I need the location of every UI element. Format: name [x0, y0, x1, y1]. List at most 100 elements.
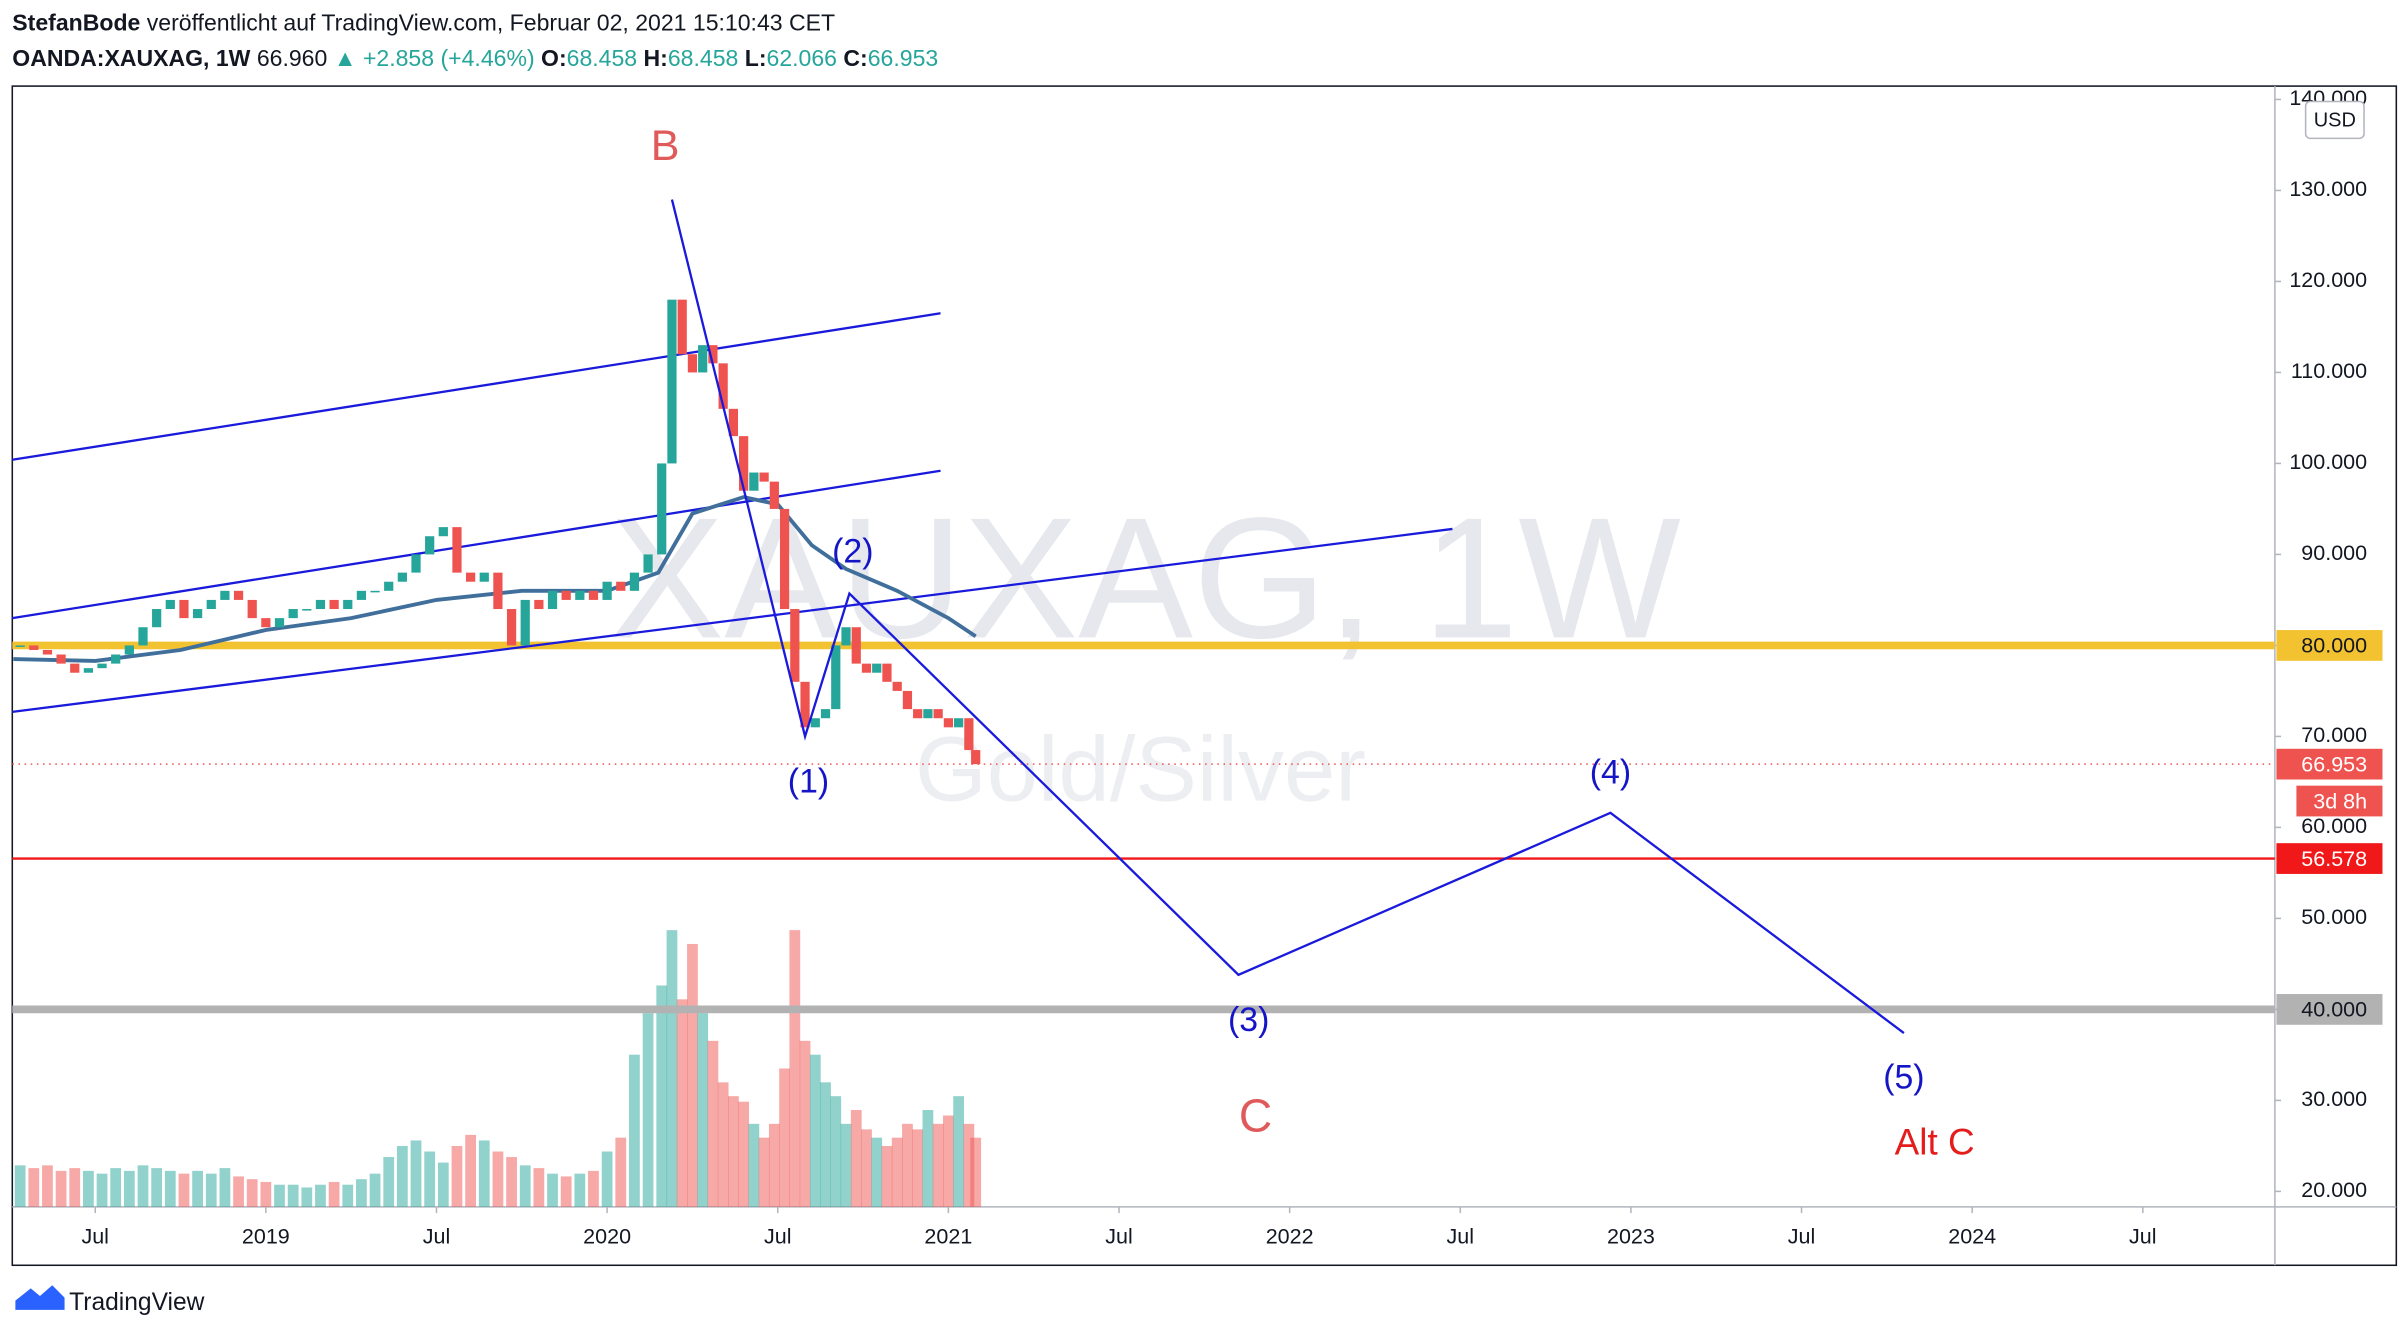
candle-body — [425, 536, 435, 555]
candle-body — [971, 750, 981, 765]
candle-body — [820, 709, 831, 719]
candle-body — [943, 718, 953, 728]
volume-bar — [758, 1137, 770, 1207]
x-tick-label: 2019 — [242, 1224, 290, 1248]
ohlc-value: 62.066 — [767, 45, 844, 71]
candle-body — [97, 663, 107, 669]
volume-bar — [83, 1170, 94, 1207]
volume-bar — [110, 1168, 122, 1207]
volume-bar — [205, 1173, 217, 1207]
volume-bar — [830, 1096, 842, 1207]
y-tick-label: 90.000 — [2301, 541, 2367, 565]
countdown: 3d 8h — [2313, 789, 2367, 813]
volume-bar — [922, 1110, 934, 1207]
volume-bar — [768, 1123, 780, 1207]
wave-label: (5) — [1883, 1058, 1924, 1096]
candle-body — [15, 645, 25, 647]
candle-body — [698, 345, 708, 373]
volume-bar — [519, 1165, 531, 1207]
candle-body — [138, 627, 148, 646]
header-line-2: OANDA:XAUXAG, 1W 66.960 ▲ +2.858 (+4.46%… — [12, 45, 938, 71]
candle-body — [179, 599, 189, 619]
y-tick-label: 20.000 — [2301, 1178, 2367, 1202]
volume-bar — [369, 1173, 381, 1207]
candle-body — [452, 527, 462, 573]
price-box-label: 40.000 — [2301, 998, 2367, 1022]
y-tick-label: 110.000 — [2291, 359, 2367, 383]
candle-body — [708, 345, 718, 364]
author: StefanBode — [12, 10, 140, 36]
volume-bar — [178, 1173, 190, 1207]
candle-body — [70, 663, 80, 673]
candle-body — [233, 590, 244, 600]
x-tick-label: 2023 — [1607, 1224, 1655, 1248]
ohlc-value: 66.953 — [868, 45, 938, 71]
candle-body — [657, 463, 667, 555]
volume-bar — [629, 1054, 640, 1207]
candle-body — [749, 472, 759, 491]
candle-body — [220, 590, 230, 600]
volume-bar — [820, 1082, 831, 1207]
candle-body — [192, 609, 203, 619]
wave-label: (4) — [1590, 754, 1631, 792]
candle-body — [343, 599, 353, 610]
volume-bar — [738, 1101, 750, 1207]
volume-bar — [615, 1137, 627, 1207]
volume-bar — [342, 1184, 354, 1207]
candle-body — [964, 718, 974, 751]
candle-body — [534, 599, 544, 610]
candle-body — [588, 590, 599, 600]
candle-body — [370, 590, 380, 593]
volume-bar — [717, 1082, 729, 1207]
ohlc-key: H: — [644, 45, 668, 71]
candle-body — [329, 599, 339, 610]
price-box — [2276, 843, 2383, 874]
volume-bar — [953, 1096, 965, 1207]
candle-body — [629, 572, 640, 591]
volume-bar — [274, 1184, 285, 1207]
volume-bar — [533, 1168, 545, 1207]
candle-body — [739, 436, 749, 491]
candle-body — [479, 572, 489, 582]
price-box-label: 80.000 — [2301, 634, 2367, 658]
last: 66.960 — [250, 45, 333, 71]
candle-body — [933, 709, 943, 719]
candle-body — [800, 681, 810, 728]
volume-bar — [151, 1168, 163, 1207]
volume-bar — [588, 1170, 599, 1207]
candle-body — [810, 718, 820, 728]
candle-body — [882, 663, 892, 682]
wave-label: (3) — [1228, 1001, 1269, 1039]
candle-body — [397, 572, 407, 582]
candle-body — [56, 654, 66, 664]
x-tick-label: Jul — [81, 1224, 109, 1248]
watermark-sub: Gold/Silver — [915, 718, 1366, 821]
volume-bar — [356, 1179, 367, 1207]
candle-body — [616, 581, 626, 591]
candle-body — [913, 709, 923, 719]
x-tick-label: Jul — [1447, 1224, 1475, 1248]
candle-body — [274, 618, 285, 628]
volume-bar — [465, 1134, 476, 1207]
change: +2.858 (+4.46%) — [357, 45, 541, 71]
candle-body — [902, 690, 913, 710]
candle-body — [83, 668, 94, 673]
volume-bar — [642, 1013, 654, 1207]
ohlc-value: 68.458 — [567, 45, 644, 71]
volume-bar — [840, 1123, 852, 1207]
ohlc-key: C: — [843, 45, 867, 71]
volume-bar — [943, 1115, 954, 1207]
candle-body — [124, 645, 134, 655]
volume-bar — [42, 1165, 53, 1207]
candle-body — [728, 408, 739, 437]
volume-bar — [789, 930, 801, 1207]
volume-bar — [315, 1184, 326, 1207]
candle-body — [547, 590, 558, 610]
volume-bar — [728, 1096, 739, 1207]
brand: TradingView — [69, 1289, 204, 1316]
volume-bar — [676, 999, 688, 1207]
y-tick-label: 50.000 — [2301, 905, 2367, 929]
volume-bar — [891, 1137, 903, 1207]
volume-bar — [601, 1151, 613, 1207]
